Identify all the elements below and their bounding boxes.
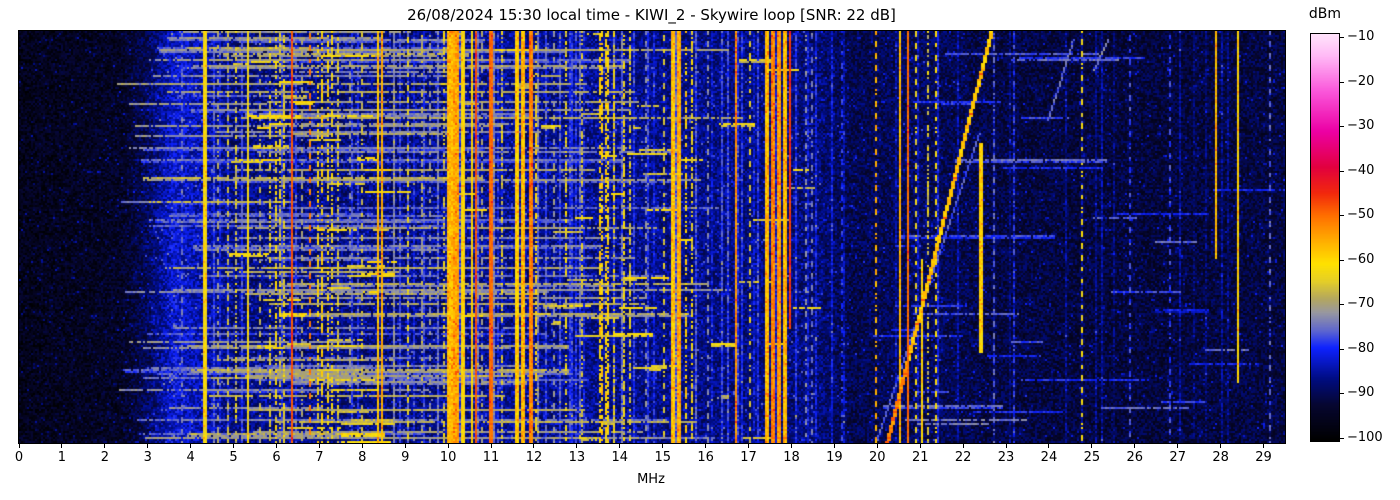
colorbar-label: dBm: [1308, 6, 1342, 22]
x-tick-mark: [1134, 444, 1136, 448]
colorbar-canvas: [1311, 34, 1339, 441]
x-tick-mark: [1005, 444, 1007, 448]
x-tick-mark: [876, 444, 878, 448]
x-tick-label: 20: [869, 450, 886, 465]
colorbar-tick-label: −10: [1347, 29, 1375, 44]
x-tick-label: 28: [1212, 450, 1229, 465]
x-tick-mark: [1048, 444, 1050, 448]
x-tick-mark: [447, 444, 449, 448]
x-tick-label: 1: [57, 450, 67, 465]
colorbar-tick-label: −30: [1347, 118, 1375, 134]
colorbar-tick-mark: [1340, 215, 1344, 217]
x-tick-mark: [318, 444, 320, 448]
x-tick-mark: [1263, 444, 1265, 448]
x-tick-mark: [104, 444, 106, 448]
x-tick-mark: [18, 444, 20, 448]
x-tick-mark: [833, 444, 835, 448]
x-tick-label: 26: [1126, 450, 1144, 465]
colorbar-tick-mark: [1340, 37, 1344, 38]
x-tick-mark: [619, 444, 621, 448]
x-tick-mark: [790, 444, 792, 448]
x-tick-label: 12: [525, 450, 543, 465]
x-tick-label: 25: [1083, 450, 1101, 465]
x-tick-mark: [705, 444, 707, 448]
colorbar-tick-label: −70: [1347, 296, 1375, 312]
x-tick-mark: [919, 444, 921, 448]
x-axis-ticks: 0 1 2 3 4 5 6 7 8 9 10 11 12 13 14 15 16 17 18 19 20 21 22 23 24…: [15, 444, 1285, 474]
colorbar-tick-label: −80: [1347, 340, 1375, 356]
x-tick-label: 14: [611, 450, 629, 465]
x-tick-label: 0: [14, 450, 24, 465]
x-tick-mark: [748, 444, 750, 448]
x-tick-mark: [275, 444, 277, 448]
colorbar-tick-mark: [1340, 348, 1344, 350]
colorbar-tick-mark: [1340, 170, 1344, 172]
x-tick-label: 9: [401, 450, 410, 465]
colorbar-tick-mark: [1340, 126, 1344, 128]
x-tick-label: 16: [697, 450, 714, 465]
x-tick-label: 5: [229, 450, 238, 465]
colorbar-tick-label: −90: [1347, 385, 1375, 401]
x-tick-mark: [147, 444, 149, 448]
x-tick-label: 4: [186, 450, 195, 465]
x-tick-label: 17: [740, 450, 757, 465]
x-axis-label: MHz: [637, 472, 665, 487]
x-tick-label: 13: [568, 450, 586, 465]
x-tick-label: 11: [482, 450, 500, 465]
colorbar-tick-mark: [1340, 438, 1344, 439]
x-tick-label: 18: [783, 450, 800, 465]
x-tick-mark: [1177, 444, 1179, 448]
x-tick-mark: [1220, 444, 1222, 448]
colorbar-tick-label: −50: [1347, 207, 1375, 223]
colorbar-tick-label: −20: [1347, 73, 1375, 89]
x-tick-mark: [233, 444, 235, 448]
x-tick-mark: [662, 444, 664, 448]
x-tick-mark: [576, 444, 578, 448]
x-tick-label: 27: [1169, 450, 1186, 465]
x-tick-mark: [490, 444, 492, 448]
x-tick-label: 7: [315, 450, 324, 465]
waterfall-canvas: [19, 31, 1285, 443]
x-tick-label: 24: [1040, 450, 1058, 465]
colorbar-tick-label: −100: [1347, 430, 1383, 445]
colorbar-frame: [1310, 33, 1340, 442]
colorbar-tick-mark: [1340, 393, 1344, 395]
colorbar-tick-mark: [1340, 304, 1344, 306]
colorbar-tick-mark: [1340, 81, 1344, 83]
waterfall-plot-frame: [18, 30, 1286, 444]
colorbar-tick-label: −60: [1347, 251, 1375, 267]
colorbar-tick-mark: [1340, 259, 1344, 261]
colorbar-ticks: −10 −20 −30 −40 −50 −60 −70 −80 −90 −100: [1340, 29, 1400, 445]
x-tick-mark: [61, 444, 63, 448]
x-tick-label: 10: [439, 450, 457, 465]
x-tick-label: 29: [1255, 450, 1272, 465]
x-tick-label: 3: [143, 450, 152, 465]
chart-title: 26/08/2024 15:30 local time - KIWI_2 - S…: [407, 6, 896, 24]
x-tick-mark: [190, 444, 192, 448]
colorbar-tick-label: −40: [1347, 162, 1375, 178]
x-tick-label: 21: [911, 450, 929, 465]
x-tick-label: 23: [997, 450, 1015, 465]
x-tick-label: 15: [654, 450, 671, 465]
x-tick-mark: [962, 444, 964, 448]
x-tick-mark: [404, 444, 406, 448]
x-tick-label: 22: [954, 450, 972, 465]
x-tick-label: 19: [826, 450, 843, 465]
x-tick-label: 6: [272, 450, 281, 465]
x-tick-mark: [533, 444, 535, 448]
x-tick-mark: [1091, 444, 1093, 448]
x-tick-label: 2: [100, 450, 109, 465]
x-tick-label: 8: [358, 450, 367, 465]
x-tick-mark: [361, 444, 363, 448]
